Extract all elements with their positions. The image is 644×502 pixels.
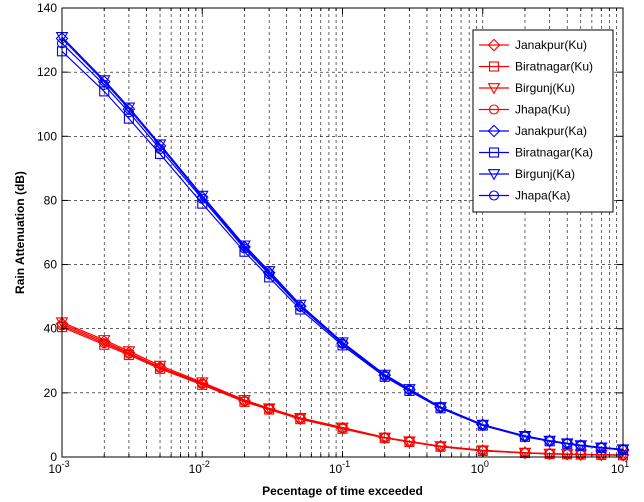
legend-item: Birgunj(Ku)	[479, 81, 575, 95]
data-point	[239, 396, 250, 407]
legend-item: Birgunj(Ka)	[479, 167, 575, 181]
data-point	[197, 378, 208, 389]
data-point	[154, 144, 166, 155]
x-tick-label: 10-2	[189, 459, 210, 476]
data-point	[575, 440, 586, 451]
data-point	[379, 432, 390, 443]
x-tick-label: 10-1	[329, 459, 350, 476]
data-point	[404, 436, 415, 447]
data-point	[123, 113, 134, 124]
x-tick-label: 10-3	[48, 459, 69, 476]
legend-item: Janakpur(Ka)	[479, 124, 587, 138]
x-tick-label: 100	[471, 459, 489, 476]
legend-label: Janakpur(Ka)	[515, 124, 587, 138]
data-point	[293, 299, 307, 312]
legend-marker	[487, 38, 501, 52]
grid	[62, 8, 623, 457]
data-point	[379, 370, 390, 381]
y-tick-label: 20	[44, 386, 58, 400]
legend-marker	[487, 169, 501, 181]
data-point	[97, 75, 111, 87]
legend-label: Jhapa(Ku)	[515, 103, 570, 117]
data-point	[122, 102, 136, 114]
data-point	[99, 86, 110, 97]
data-point	[153, 139, 167, 151]
legend-box	[472, 29, 614, 213]
data-point	[336, 337, 349, 349]
data-point	[99, 338, 110, 349]
legend-label: Janakpur(Ku)	[515, 38, 587, 52]
y-tick-label: 0	[50, 450, 57, 464]
data-point	[197, 193, 208, 204]
y-axis-title: Rain Attenuation (dB)	[13, 171, 27, 294]
data-point	[295, 301, 306, 312]
legend: Janakpur(Ku) Biratnagar(Ku) Birgunj(Ku) Jha…	[472, 29, 614, 213]
series-line	[61, 42, 624, 451]
legend-label: Biratnagar(Ku)	[515, 60, 593, 74]
data-point	[264, 269, 275, 280]
data-point	[544, 448, 555, 459]
y-tick-label: 40	[44, 322, 58, 336]
data-point	[596, 449, 607, 460]
legend-marker	[488, 147, 500, 158]
data-point	[97, 335, 111, 347]
series-jhapa-ka	[56, 38, 629, 455]
legend-item: Biratnagar(Ku)	[479, 60, 593, 74]
data-point	[154, 362, 166, 373]
legend-marker	[487, 124, 501, 138]
legend-label: Biratnagar(Ka)	[515, 146, 593, 160]
legend-marker	[488, 190, 500, 201]
legend-item: Jhapa(Ku)	[479, 103, 570, 117]
data-point	[435, 441, 446, 452]
legend-marker	[487, 83, 501, 95]
x-tick-label: 101	[611, 459, 629, 476]
y-tick-label: 120	[37, 65, 57, 79]
data-point	[519, 431, 531, 442]
data-point	[122, 346, 136, 358]
data-point	[562, 438, 573, 449]
data-point	[378, 369, 392, 382]
y-tick-label: 60	[44, 258, 58, 272]
data-point	[403, 384, 416, 396]
data-point	[123, 107, 134, 118]
legend-label: Jhapa(Ka)	[515, 189, 570, 203]
data-point	[264, 272, 275, 283]
y-tick-label: 80	[44, 193, 58, 207]
axis-ticks: 0 20 40 60 80 100 120 140 10-3 10-2 10-1 100 101	[37, 1, 629, 476]
data-point	[435, 402, 446, 413]
data-point	[337, 338, 348, 349]
legend-label: Birgunj(Ka)	[515, 167, 575, 181]
data-point	[596, 442, 607, 453]
data-point	[239, 243, 250, 254]
data-point	[99, 79, 110, 91]
data-point	[239, 246, 250, 257]
y-tick-label: 140	[37, 1, 57, 15]
data-point	[337, 423, 348, 434]
legend-marker	[488, 61, 500, 72]
data-point	[264, 404, 275, 415]
legend-item: Jhapa(Ka)	[479, 189, 570, 203]
data-point	[295, 413, 306, 424]
data-point	[544, 436, 555, 447]
legend-label: Birgunj(Ku)	[515, 81, 575, 95]
data-point	[123, 348, 134, 359]
legend-item: Janakpur(Ku)	[479, 38, 587, 52]
y-tick-label: 100	[37, 129, 57, 143]
legend-marker	[488, 104, 500, 115]
data-point	[404, 384, 415, 396]
data-point	[477, 420, 488, 431]
legend-item: Biratnagar(Ka)	[479, 146, 593, 160]
x-axis-title: Pecentage of time exceeded	[262, 484, 423, 498]
